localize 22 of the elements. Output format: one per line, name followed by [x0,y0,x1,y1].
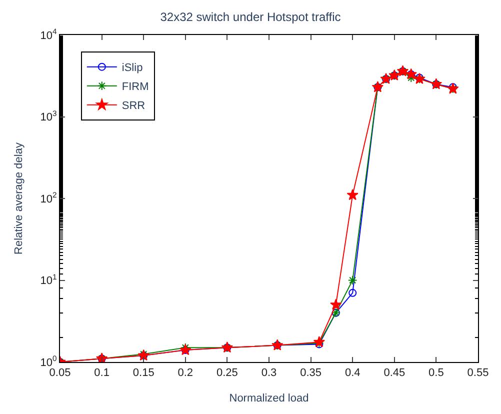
x-tick-label: 0.5 [428,367,444,380]
x-tick-label: 0.05 [49,367,71,380]
legend-label: SRR [122,100,146,112]
x-tick-label: 0.55 [467,367,489,380]
x-axis-title: Normalized load [229,392,309,404]
x-tick-label: 0.2 [178,367,194,380]
x-tick-label: 0.1 [94,367,110,380]
x-tick-label: 0.4 [344,367,360,380]
x-tick-label: 0.25 [216,367,238,380]
x-tick-label: 0.35 [300,367,322,380]
legend-label: iSlip [122,62,143,74]
y-tick-label: 10$^{3}$ [40,108,57,124]
legend-label: FIRM [122,81,149,94]
x-tick-label: 0.3 [261,367,277,380]
y-tick-label: 10$^{4}$ [40,27,58,42]
y-tick-label: 10$^{2}$ [40,190,57,206]
x-tick-label: 0.45 [384,367,406,380]
x-tick-label: 0.15 [132,367,154,380]
y-axis-title: Relative average delay [12,142,25,254]
y-tick-label: 10$^{1}$ [40,272,57,288]
y-tick-label: 10$^{0}$ [40,354,57,369]
chart-title: 32x32 switch under Hotspot traffic [160,10,341,24]
